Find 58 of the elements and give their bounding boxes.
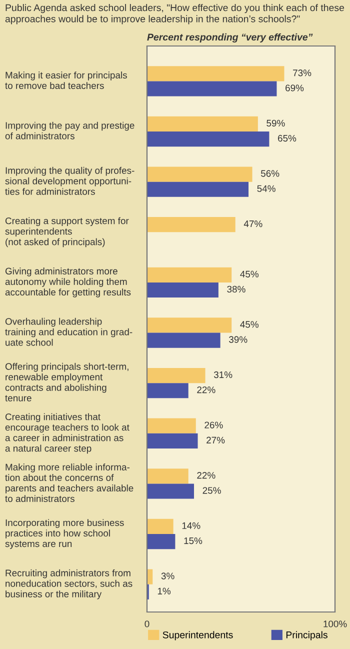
bar [147, 318, 232, 333]
data-label: 65% [278, 134, 296, 142]
data-label: 22% [197, 386, 216, 394]
data-label: 47% [244, 220, 262, 228]
bar [147, 418, 196, 434]
bar [147, 484, 194, 499]
y-tick-label: Creating initiatives that encourage teachers to look at a career in administration as a natural career step [5, 413, 130, 454]
data-label: 1% [158, 588, 171, 594]
data-label: 25% [202, 487, 221, 494]
bar [147, 81, 277, 96]
bar [147, 66, 284, 82]
chart-title: Public Agenda asked school leaders, "How effective do you think each of these approaches would be to improve leadership in the nation’s schools?" [5, 4, 344, 24]
bar [147, 433, 198, 448]
bar [147, 534, 176, 550]
legend-label: Superintendents [162, 631, 233, 640]
data-label: 15% [184, 537, 202, 544]
data-label: 3% [161, 572, 174, 580]
data-label: 59% [266, 120, 285, 127]
x-tick-label: 0 [144, 620, 150, 628]
bar [147, 217, 236, 232]
y-tick-label: Creating a support system for superintendents (not asked of principals) [5, 217, 129, 248]
y-tick-label: Offering principals short-term, renewable employment contracts and abolishing tenure [5, 362, 128, 402]
bar [147, 332, 220, 348]
bar [147, 368, 206, 384]
bar [147, 267, 232, 282]
x-axis-title: Percent responding “very effective” [147, 33, 313, 42]
bar [147, 518, 174, 534]
bar [147, 282, 218, 298]
bar [147, 468, 188, 484]
bar [147, 383, 188, 398]
y-tick-label: Giving administrators more autonomy while holding them accountable for getting results [5, 268, 131, 298]
bar [147, 182, 249, 197]
data-label: 56% [260, 170, 280, 177]
y-tick-label: Making more reliable informa- tion about the concerns of parents and teachers available to administrators [5, 464, 134, 502]
data-label: 31% [214, 371, 232, 378]
data-label: 45% [240, 270, 258, 278]
y-tick-label: Recruiting administrators from noneducation sectors, such as business or the military [6, 569, 132, 600]
data-label: 22% [197, 472, 216, 479]
data-label: 27% [206, 436, 225, 444]
data-label: 26% [204, 422, 223, 428]
legend-label: Principals [286, 631, 328, 640]
bar [147, 116, 258, 132]
data-label: 69% [286, 84, 304, 92]
data-label: 38% [227, 286, 246, 293]
y-tick-label: Improving the quality of profes- sional development opportuni- ties for administrators [5, 166, 134, 195]
y-tick-label: Incorporating more business practices into how school systems are run [5, 519, 124, 549]
data-label: 14% [182, 522, 200, 529]
data-label: 45% [240, 321, 258, 328]
x-tick-label: 100% [324, 620, 347, 628]
data-label: 54% [257, 185, 276, 192]
y-tick-label: Improving the pay and prestige of administrators [5, 122, 134, 140]
y-tick-label: Making it easier for principals to remove bad teachers [5, 72, 127, 90]
bar [147, 569, 153, 584]
y-tick-label: Overhauling leadership training and education in grad- uate school [5, 318, 132, 346]
data-label: 73% [293, 70, 312, 76]
bar [147, 166, 252, 182]
bar [147, 132, 270, 147]
data-label: 39% [229, 336, 248, 343]
